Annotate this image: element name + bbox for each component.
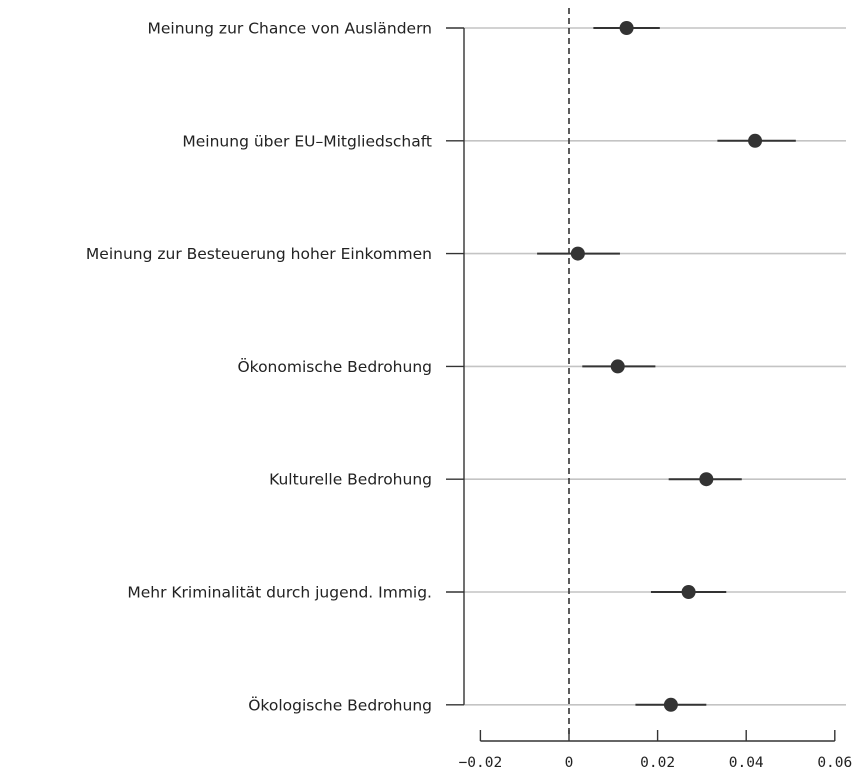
category-label: Kulturelle Bedrohung [269, 471, 432, 489]
category-label: Meinung über EU–Mitgliedschaft [182, 132, 432, 150]
category-label: Ökologische Bedrohung [248, 695, 432, 714]
estimate-point [619, 21, 634, 35]
x-tick-label: 0.06 [817, 755, 852, 771]
category-label: Meinung zur Chance von Ausländern [147, 20, 432, 38]
estimate-point [681, 585, 696, 599]
category-label: Meinung zur Besteuerung hoher Einkommen [86, 245, 432, 263]
estimate-points [570, 21, 763, 712]
category-label: Ökonomische Bedrohung [237, 357, 432, 376]
category-label: Mehr Kriminalität durch jugend. Immig. [127, 584, 432, 602]
y-tick-marks [446, 27, 464, 706]
estimate-point [748, 133, 763, 148]
x-tick-label: 0 [565, 755, 574, 771]
x-tick-label: 0.02 [640, 755, 675, 771]
x-tick-label: 0.04 [729, 755, 764, 771]
estimate-point [610, 359, 625, 374]
x-ticks: −0.02 0 0.02 0.04 0.06 [459, 730, 852, 771]
x-tick-label: −0.02 [459, 755, 503, 771]
estimate-point [699, 472, 714, 487]
category-labels: Meinung zur Chance von Ausländern Meinung… [86, 20, 432, 715]
estimate-point [663, 697, 678, 712]
estimate-point [570, 246, 585, 261]
